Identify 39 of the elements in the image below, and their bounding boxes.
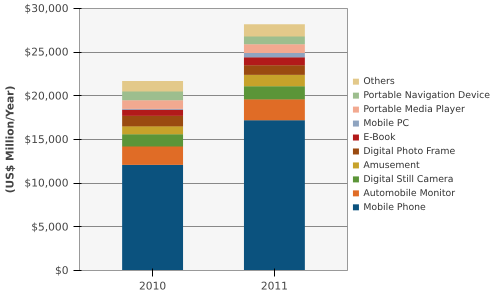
x-tick-label: 2011 bbox=[260, 280, 288, 292]
bar bbox=[244, 53, 305, 58]
bar bbox=[122, 146, 184, 165]
legend-label: E-Book bbox=[363, 132, 396, 144]
legend-label: Portable Navigation Device bbox=[363, 90, 490, 102]
bar bbox=[244, 99, 305, 120]
bar bbox=[122, 116, 184, 126]
legend-label: Mobile Phone bbox=[363, 202, 426, 213]
y-tick-label: $25,000 bbox=[24, 46, 69, 59]
legend-label: Others bbox=[363, 76, 395, 88]
bar bbox=[122, 110, 184, 116]
x-tick-label: 2010 bbox=[139, 280, 166, 292]
y-tick-label: $5,000 bbox=[31, 220, 69, 234]
bar bbox=[244, 65, 305, 75]
bar bbox=[122, 134, 184, 146]
bar bbox=[244, 74, 305, 86]
legend-label: Portable Media Player bbox=[363, 104, 465, 116]
y-tick-label: $20,000 bbox=[24, 89, 69, 102]
bar bbox=[122, 80, 184, 92]
bar bbox=[244, 44, 305, 54]
y-axis-title: (US$ Million/Year) bbox=[3, 86, 16, 194]
y-tick-label: $10,000 bbox=[24, 176, 69, 190]
bar bbox=[122, 126, 184, 134]
legend-label: Digital Photo Frame bbox=[363, 146, 456, 157]
y-tick-label: $0 bbox=[54, 264, 69, 277]
legend-label: Digital Still Camera bbox=[363, 174, 454, 185]
legend-label: Automobile Monitor bbox=[363, 188, 456, 199]
y-tick-label: $30,000 bbox=[24, 2, 69, 15]
bar bbox=[244, 120, 305, 270]
legend-label: Mobile PC bbox=[363, 118, 410, 130]
bar bbox=[122, 91, 184, 100]
bar bbox=[122, 164, 184, 270]
bar bbox=[244, 24, 305, 36]
bar bbox=[244, 36, 305, 44]
bar bbox=[122, 100, 184, 109]
legend-label: Amusement bbox=[363, 160, 420, 171]
y-tick-label: $15,000 bbox=[24, 133, 69, 146]
bar bbox=[244, 86, 305, 100]
bar bbox=[244, 57, 305, 66]
